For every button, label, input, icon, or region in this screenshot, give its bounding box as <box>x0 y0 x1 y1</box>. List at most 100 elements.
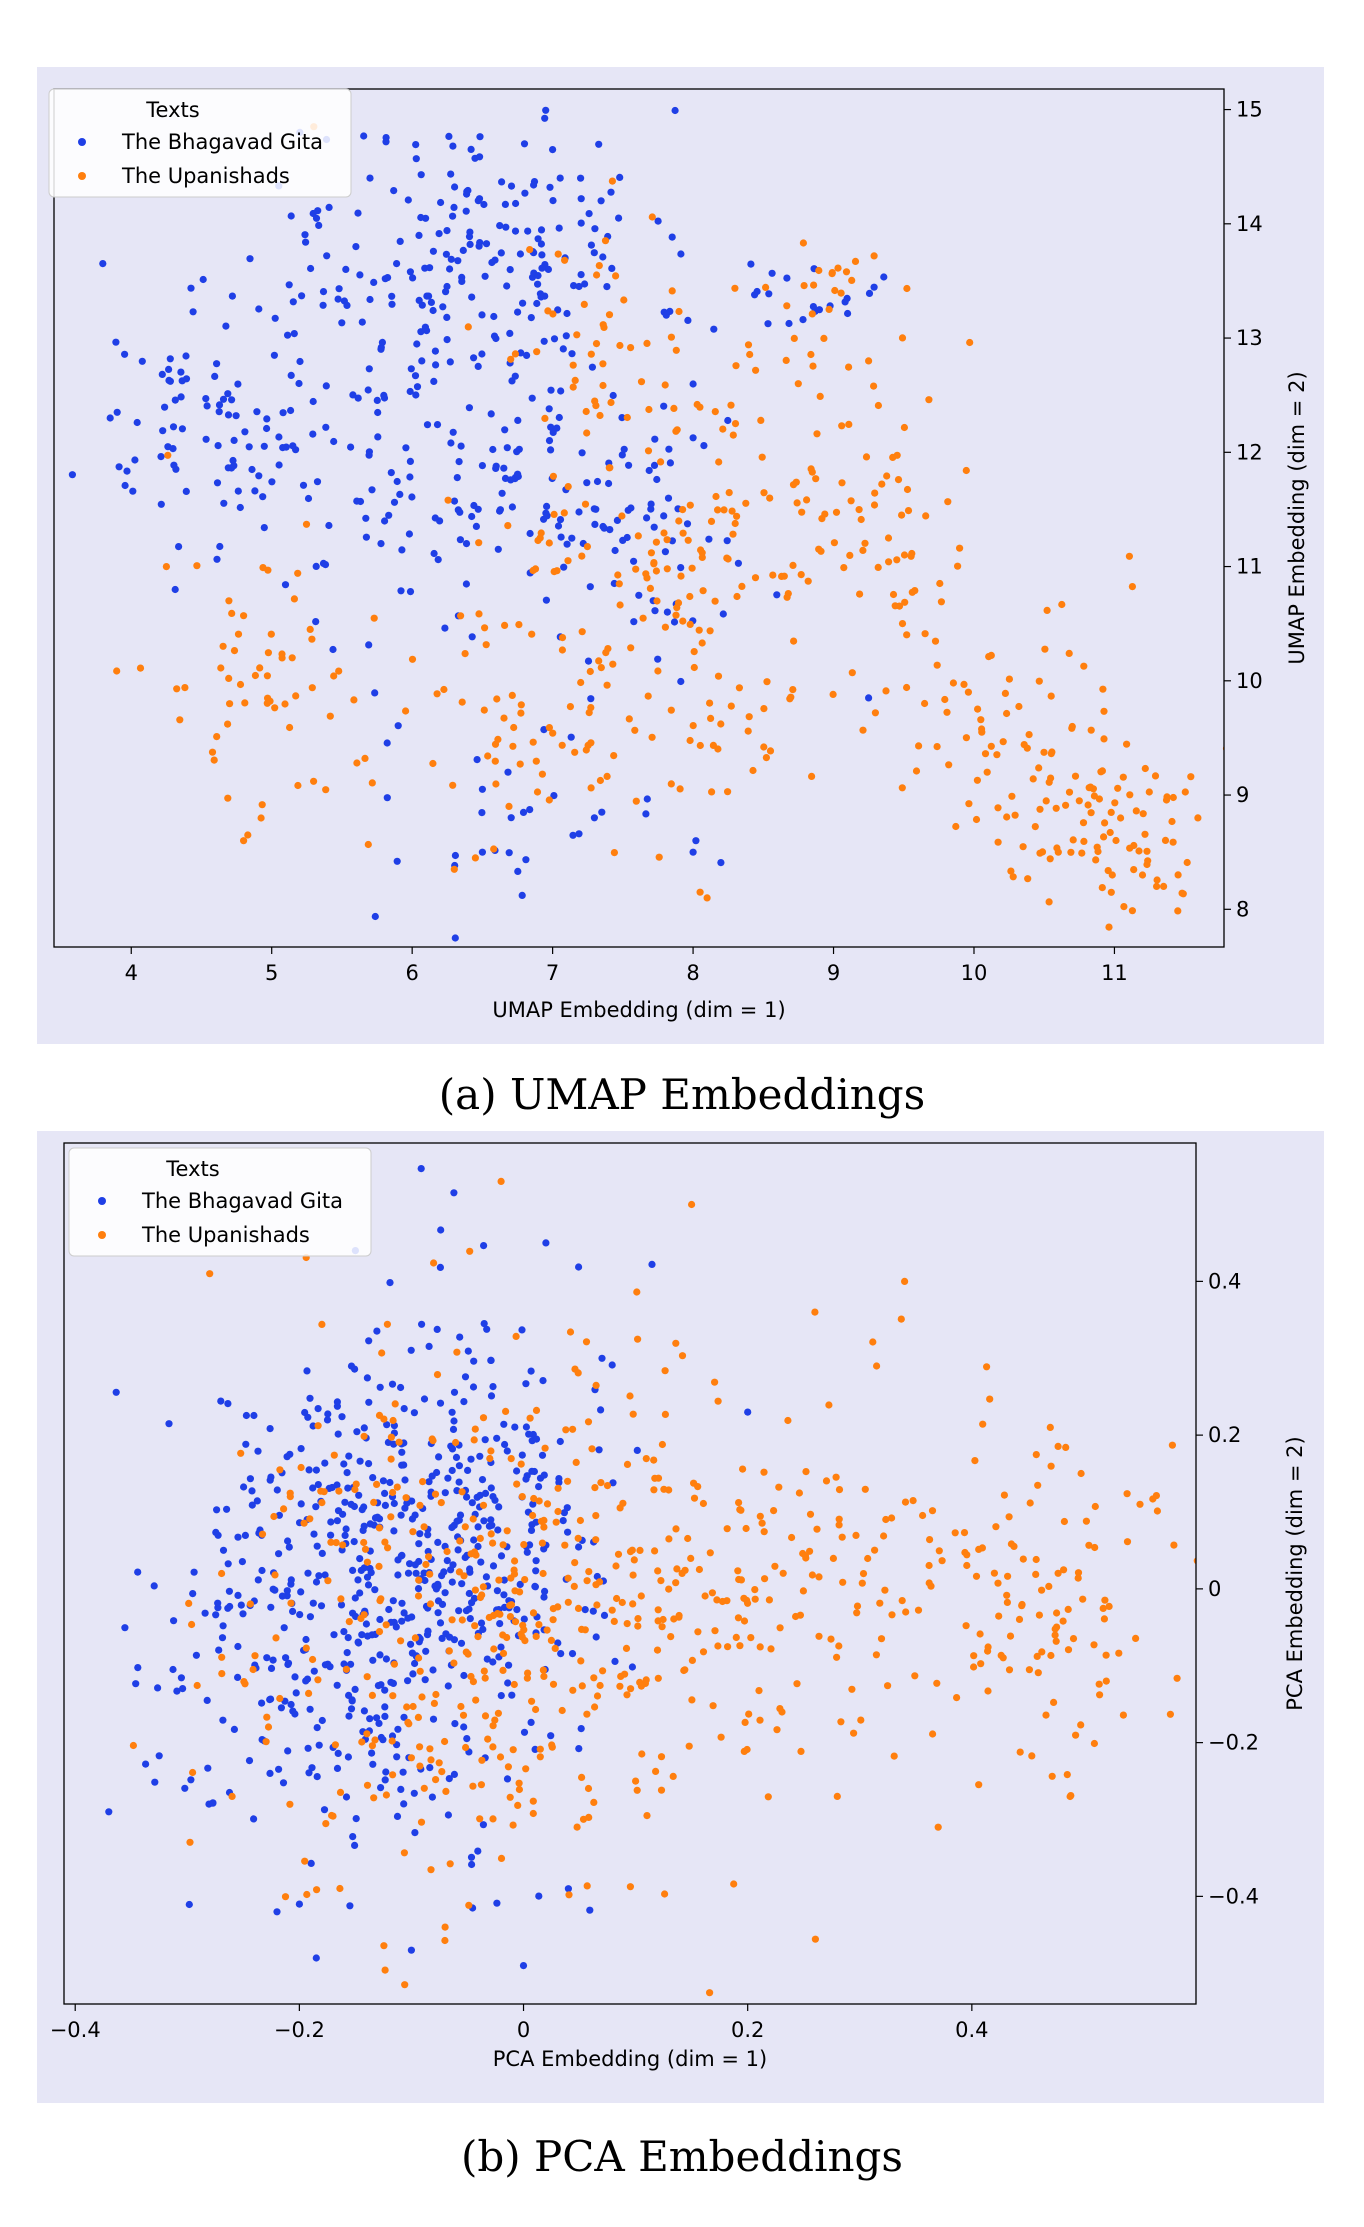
data-point <box>398 1551 406 1559</box>
data-point <box>449 212 457 220</box>
data-point <box>166 355 174 363</box>
data-point <box>457 442 465 450</box>
data-point <box>388 300 396 308</box>
data-point <box>444 496 452 504</box>
data-point <box>653 475 661 484</box>
y-tick-label: 8 <box>1236 897 1249 921</box>
data-point <box>463 187 471 196</box>
data-point <box>321 1571 329 1579</box>
data-point <box>1047 750 1055 758</box>
data-point <box>661 1367 669 1375</box>
data-point <box>353 1428 361 1436</box>
data-point <box>670 618 679 626</box>
data-point <box>350 696 358 704</box>
data-point <box>629 1410 637 1418</box>
data-point <box>590 1798 598 1806</box>
data-point <box>445 1647 453 1655</box>
data-point <box>687 1554 695 1562</box>
data-point <box>627 344 635 352</box>
data-point <box>415 1654 423 1662</box>
data-point <box>333 1681 341 1689</box>
data-point <box>443 336 451 344</box>
data-point <box>578 1773 586 1781</box>
data-point <box>1003 1591 1011 1599</box>
data-point <box>608 177 617 185</box>
data-point <box>1170 1541 1178 1549</box>
data-point <box>449 781 457 789</box>
data-point <box>322 423 330 431</box>
data-point <box>386 1279 394 1287</box>
data-point <box>458 698 466 706</box>
data-point <box>234 1533 242 1541</box>
data-point <box>834 264 842 272</box>
data-point <box>489 1658 497 1666</box>
data-point <box>492 780 500 788</box>
data-point <box>234 1591 242 1599</box>
data-point <box>416 1501 424 1509</box>
data-point <box>275 461 283 469</box>
data-point <box>295 1900 303 1908</box>
data-point <box>994 838 1002 846</box>
data-point <box>882 1515 890 1524</box>
data-point <box>626 1883 635 1891</box>
data-point <box>625 715 633 723</box>
data-point <box>375 1719 383 1727</box>
data-point <box>579 1815 588 1823</box>
data-point <box>677 564 685 572</box>
data-point <box>209 1799 217 1807</box>
data-point <box>397 587 405 595</box>
data-point <box>766 747 775 755</box>
data-point <box>150 1582 158 1590</box>
data-point <box>654 1606 662 1614</box>
data-point <box>751 574 760 582</box>
data-point <box>995 1612 1003 1620</box>
data-point <box>1005 1513 1013 1521</box>
data-point <box>1101 819 1109 827</box>
data-point <box>337 1601 346 1609</box>
data-point <box>586 667 594 676</box>
data-point <box>1008 792 1016 800</box>
data-point <box>214 442 222 450</box>
data-point <box>356 1555 364 1563</box>
data-point <box>785 319 793 328</box>
data-point <box>416 1762 424 1770</box>
data-point <box>396 490 404 498</box>
data-point <box>816 392 824 400</box>
data-point <box>859 1570 868 1578</box>
data-point <box>992 1523 1000 1531</box>
data-point <box>839 1578 847 1586</box>
data-point <box>494 1526 502 1534</box>
data-point <box>232 412 240 420</box>
data-point <box>540 1523 548 1531</box>
data-point <box>1003 1598 1012 1606</box>
data-point <box>898 620 907 628</box>
data-point <box>398 1448 406 1456</box>
data-point <box>632 1777 640 1785</box>
data-point <box>290 595 298 603</box>
data-point <box>441 1923 449 1931</box>
data-point <box>635 591 643 599</box>
data-point <box>457 1702 465 1711</box>
data-point <box>972 815 981 824</box>
data-point <box>1010 1542 1018 1550</box>
data-point <box>837 289 845 297</box>
data-point <box>499 1649 508 1657</box>
data-point <box>583 543 592 551</box>
data-point <box>406 268 414 276</box>
data-point <box>729 530 737 538</box>
data-point <box>352 1480 360 1488</box>
legend-label: The Bhagavad Gita <box>141 1189 343 1213</box>
data-point <box>1068 722 1076 731</box>
data-point <box>319 288 328 296</box>
data-point <box>587 350 595 358</box>
data-point <box>496 1610 504 1618</box>
data-point <box>351 1841 359 1849</box>
data-point <box>885 558 893 566</box>
data-point <box>405 530 413 538</box>
data-point <box>332 1539 340 1547</box>
data-point <box>511 1423 519 1431</box>
data-point <box>402 707 410 715</box>
data-point <box>234 487 242 495</box>
data-point <box>541 1587 549 1595</box>
